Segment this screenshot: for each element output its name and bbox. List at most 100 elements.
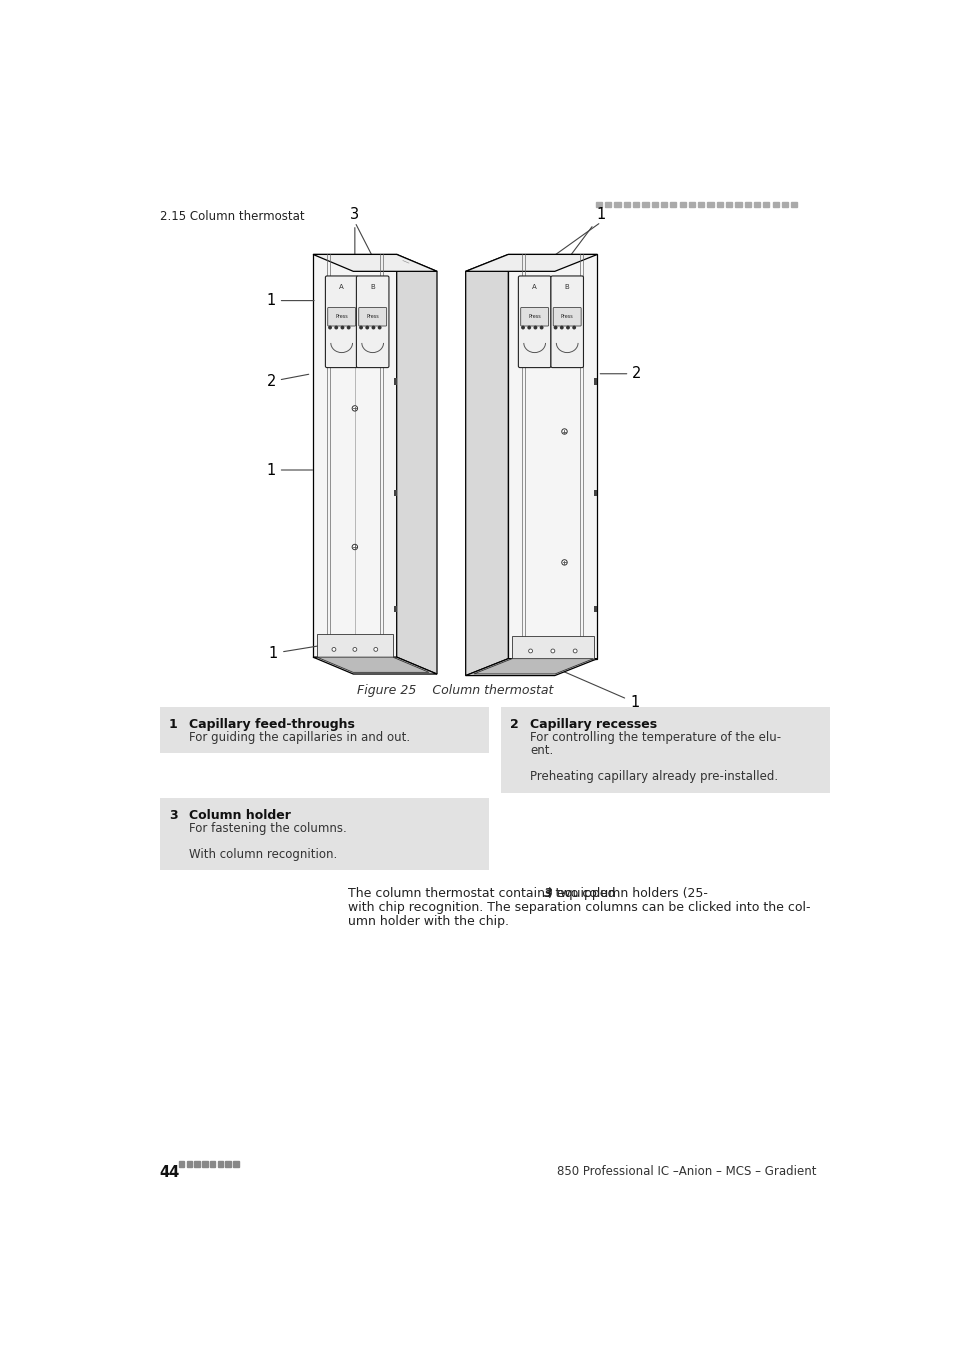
Circle shape (561, 429, 567, 435)
Bar (159, 707, 488, 753)
Bar (159, 798, 488, 871)
Circle shape (358, 325, 362, 329)
Circle shape (565, 325, 569, 329)
Circle shape (328, 325, 332, 329)
Text: 850 Professional IC –Anion – MCS – Gradient: 850 Professional IC –Anion – MCS – Gradi… (557, 1165, 816, 1177)
Text: 2.15 Column thermostat: 2.15 Column thermostat (159, 209, 304, 223)
Polygon shape (316, 634, 393, 657)
FancyBboxPatch shape (553, 308, 580, 325)
Text: Preheating capillary already pre-installed.: Preheating capillary already pre-install… (530, 771, 778, 783)
Text: 1: 1 (567, 207, 605, 259)
Text: 1: 1 (269, 645, 317, 660)
Text: with chip recognition. The separation columns can be clicked into the col-: with chip recognition. The separation co… (348, 902, 809, 914)
Bar (716, 202, 722, 207)
Circle shape (520, 325, 524, 329)
Text: Press: Press (560, 315, 573, 319)
Circle shape (371, 325, 375, 329)
Polygon shape (316, 657, 429, 672)
Polygon shape (313, 657, 436, 674)
Bar (394, 378, 396, 385)
Bar (707, 202, 713, 207)
Text: Column holder: Column holder (189, 809, 291, 822)
Polygon shape (508, 254, 597, 659)
Polygon shape (512, 636, 593, 659)
Text: B: B (564, 284, 569, 290)
Text: A: A (532, 284, 537, 290)
Polygon shape (474, 659, 593, 674)
Text: 2: 2 (266, 374, 309, 389)
Bar (233, 1161, 238, 1166)
Circle shape (533, 325, 537, 329)
Circle shape (553, 325, 557, 329)
Text: A: A (339, 284, 344, 290)
Bar (790, 202, 797, 207)
Text: ent.: ent. (530, 744, 553, 757)
Bar (698, 202, 703, 207)
Bar (394, 490, 396, 497)
Bar (641, 202, 648, 207)
Circle shape (572, 325, 576, 329)
FancyBboxPatch shape (517, 275, 550, 367)
FancyBboxPatch shape (550, 275, 583, 367)
Text: Capillary recesses: Capillary recesses (530, 718, 657, 730)
Text: 3: 3 (543, 887, 552, 900)
Polygon shape (465, 254, 597, 271)
Bar (500, 707, 829, 792)
Bar (772, 202, 778, 207)
Text: Press: Press (366, 315, 378, 319)
Circle shape (527, 325, 531, 329)
Circle shape (377, 325, 381, 329)
FancyBboxPatch shape (520, 308, 548, 325)
Circle shape (561, 560, 567, 566)
Text: With column recognition.: With column recognition. (189, 848, 337, 861)
Bar (187, 1161, 192, 1166)
Circle shape (353, 648, 356, 651)
Text: For fastening the columns.: For fastening the columns. (189, 822, 346, 834)
Circle shape (374, 648, 377, 651)
Text: 1: 1 (169, 718, 177, 730)
Bar (594, 490, 597, 497)
Text: The column thermostat contains two column holders (25-: The column thermostat contains two colum… (348, 887, 707, 900)
Circle shape (332, 648, 335, 651)
Bar (614, 202, 620, 207)
Bar (725, 202, 732, 207)
Text: ) equipped: ) equipped (547, 887, 615, 900)
Bar (596, 202, 601, 207)
Polygon shape (465, 254, 508, 675)
Text: 2: 2 (599, 366, 641, 381)
Polygon shape (465, 659, 597, 675)
Bar (194, 1161, 199, 1166)
Circle shape (334, 325, 337, 329)
Bar (179, 1161, 184, 1166)
Bar (594, 378, 597, 385)
Bar (744, 202, 750, 207)
Text: 44: 44 (159, 1165, 179, 1180)
Bar (633, 202, 639, 207)
Text: 3: 3 (350, 207, 359, 258)
Text: Press: Press (528, 315, 540, 319)
Text: For controlling the temperature of the elu-: For controlling the temperature of the e… (530, 732, 781, 744)
Circle shape (550, 649, 555, 653)
Bar (735, 202, 740, 207)
Bar (594, 606, 597, 612)
Text: Figure 25    Column thermostat: Figure 25 Column thermostat (356, 684, 553, 697)
FancyBboxPatch shape (356, 275, 389, 367)
Text: Capillary feed-throughs: Capillary feed-throughs (189, 718, 355, 730)
Bar (604, 202, 611, 207)
Bar (623, 202, 629, 207)
Text: 3: 3 (169, 809, 177, 822)
FancyBboxPatch shape (328, 308, 355, 325)
Polygon shape (313, 254, 436, 271)
Text: 1: 1 (266, 463, 313, 478)
Polygon shape (396, 254, 436, 674)
Bar (660, 202, 666, 207)
Text: 1: 1 (266, 293, 314, 308)
Bar (781, 202, 787, 207)
Bar (688, 202, 695, 207)
Circle shape (352, 544, 357, 549)
Bar (679, 202, 685, 207)
Text: B: B (370, 284, 375, 290)
Polygon shape (313, 254, 396, 657)
Circle shape (573, 649, 577, 653)
Text: 2: 2 (509, 718, 518, 730)
